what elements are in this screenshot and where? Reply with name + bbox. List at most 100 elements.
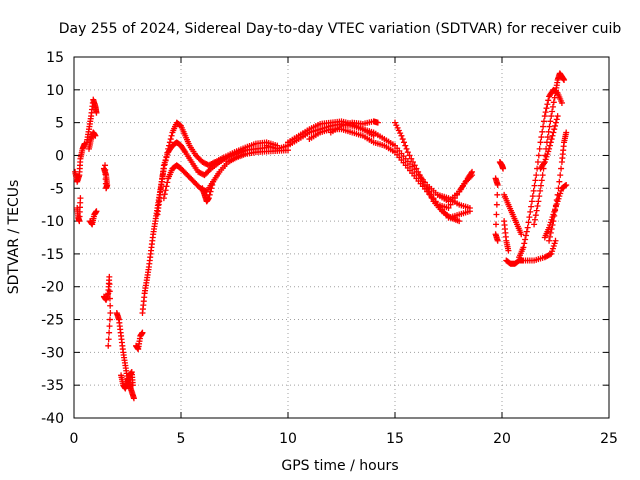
data-point: [168, 132, 175, 139]
data-point: [130, 395, 137, 402]
data-point: [106, 323, 113, 330]
data-point: [106, 281, 113, 288]
data-point: [522, 236, 529, 243]
data-point: [552, 237, 559, 244]
data-point: [546, 142, 553, 149]
data-point: [540, 118, 547, 125]
series-sat-i: [118, 369, 136, 392]
data-point: [542, 109, 549, 116]
series-sat-b: [74, 195, 84, 225]
data-point: [552, 122, 559, 129]
data-point: [530, 187, 537, 194]
data-point: [164, 179, 171, 186]
data-point: [493, 221, 500, 228]
data-point: [544, 134, 551, 141]
grid: [74, 57, 609, 418]
data-point: [533, 172, 540, 179]
data-point: [105, 342, 112, 349]
data-point: [494, 237, 501, 244]
data-point: [424, 185, 431, 192]
data-point: [538, 134, 545, 141]
y-tick-label: 0: [55, 148, 64, 164]
data-point: [400, 139, 407, 146]
data-point: [546, 237, 553, 244]
series-sat-aa: [516, 86, 565, 261]
x-tick-label: 5: [177, 431, 186, 447]
data-point: [139, 329, 146, 336]
data-point: [544, 101, 551, 108]
data-point: [160, 195, 167, 202]
data-point: [554, 113, 561, 120]
data-point: [526, 214, 533, 221]
data-point: [413, 165, 420, 172]
series-sat-n: [199, 178, 217, 205]
data-point: [552, 202, 559, 209]
data-point: [561, 76, 568, 83]
data-point: [166, 139, 173, 146]
data-point: [421, 181, 428, 188]
data-point: [540, 160, 547, 167]
data-point: [209, 181, 216, 188]
data-point: [525, 219, 532, 226]
data-point: [553, 197, 560, 204]
data-point: [532, 177, 539, 184]
series-sat-e: [87, 208, 100, 228]
series-sat-u: [434, 168, 476, 205]
data-point: [416, 172, 423, 179]
data-point: [537, 139, 544, 146]
data-point: [563, 181, 570, 188]
data-point: [557, 172, 564, 179]
data-point: [555, 185, 562, 192]
data-point: [520, 244, 527, 251]
series-sat-ac: [541, 181, 570, 241]
data-point: [469, 168, 476, 175]
x-tick-label: 10: [279, 431, 297, 447]
data-point: [550, 99, 557, 106]
series-sat-c: [83, 96, 100, 146]
data-point: [528, 203, 535, 210]
data-point: [535, 152, 542, 159]
data-point: [408, 155, 415, 162]
y-axis-title: SDTVAR / TECUs: [6, 180, 22, 295]
data-point: [547, 118, 554, 125]
y-tick-label: 10: [46, 83, 64, 99]
data-point: [206, 191, 213, 198]
data-point: [552, 207, 559, 214]
data-point: [521, 240, 528, 247]
data-point: [558, 165, 565, 172]
data-point: [415, 168, 422, 175]
data-point: [505, 247, 512, 254]
series-sat-f: [100, 162, 111, 192]
series-sat-v: [492, 175, 501, 244]
data-point: [558, 99, 565, 106]
data-point: [432, 198, 439, 205]
series-sat-ad: [546, 129, 570, 244]
data-point: [129, 382, 136, 389]
x-axis: 0 5 10 15 20 25: [70, 57, 618, 447]
data-point: [549, 108, 556, 115]
data-point: [399, 136, 406, 143]
data-point: [531, 182, 538, 189]
data-point: [547, 229, 554, 236]
data-point: [553, 116, 560, 123]
series-sat-h: [113, 309, 137, 402]
series-sat-a: [72, 140, 88, 185]
data-point: [524, 224, 531, 231]
series-sat-x: [501, 218, 512, 254]
data-point: [518, 231, 525, 238]
data-point: [409, 159, 416, 166]
series-sat-d: [85, 129, 99, 152]
data-point: [411, 162, 418, 169]
x-tick-label: 25: [600, 431, 618, 447]
data-point: [548, 136, 555, 143]
data-point: [161, 191, 168, 198]
data-point: [93, 208, 100, 215]
data-point: [527, 208, 534, 215]
data-point: [551, 212, 558, 219]
series-sat-m: [160, 147, 291, 202]
data-point: [181, 147, 188, 154]
data-point: [548, 225, 555, 232]
data-point: [522, 232, 529, 239]
series-sat-s: [392, 119, 463, 225]
